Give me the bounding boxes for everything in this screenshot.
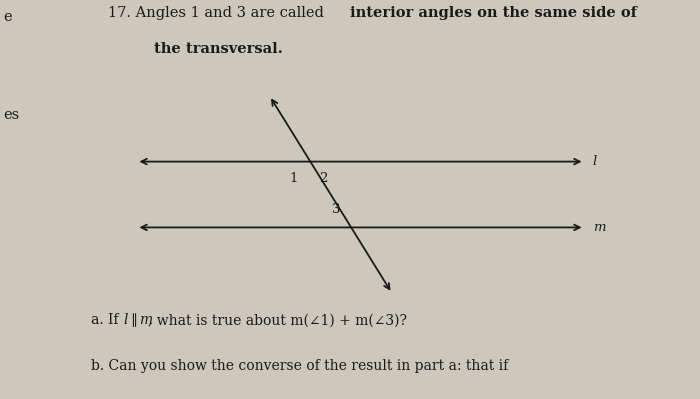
Text: a. If: a. If — [91, 313, 123, 327]
Text: 1: 1 — [289, 172, 298, 185]
Text: e: e — [4, 10, 12, 24]
Text: l: l — [123, 313, 127, 327]
Text: b. Can you show the converse of the result in part a: that if: b. Can you show the converse of the resu… — [91, 359, 508, 373]
Text: m: m — [139, 313, 152, 327]
Text: es: es — [4, 108, 20, 122]
Text: 2: 2 — [318, 172, 327, 185]
Text: 17. Angles 1 and 3 are called: 17. Angles 1 and 3 are called — [108, 6, 329, 20]
Text: interior angles on the same side of: interior angles on the same side of — [350, 6, 637, 20]
Text: , what is true about m(∠1) + m(∠3)?: , what is true about m(∠1) + m(∠3)? — [148, 313, 407, 327]
Text: m: m — [593, 221, 606, 234]
Text: l: l — [593, 155, 597, 168]
Text: 3: 3 — [332, 203, 341, 216]
Text: ∥: ∥ — [130, 313, 137, 327]
Text: the transversal.: the transversal. — [154, 42, 283, 56]
